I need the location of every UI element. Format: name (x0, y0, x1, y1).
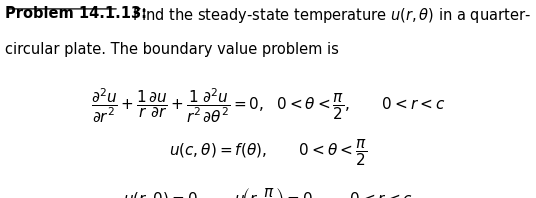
Text: $u(c, \theta) = f(\theta), \qquad 0 < \theta < \dfrac{\pi}{2}$: $u(c, \theta) = f(\theta), \qquad 0 < \t… (169, 139, 367, 168)
Text: circular plate. The boundary value problem is: circular plate. The boundary value probl… (5, 42, 339, 57)
Text: $\dfrac{\partial^2 u}{\partial r^2} + \dfrac{1}{r}\dfrac{\partial u}{\partial r}: $\dfrac{\partial^2 u}{\partial r^2} + \d… (91, 87, 445, 125)
Text: $u(r, 0) = 0, \qquad u\!\left(r,\dfrac{\pi}{2}\right) = 0,\qquad 0 < r < c$: $u(r, 0) = 0, \qquad u\!\left(r,\dfrac{\… (123, 186, 413, 198)
Text: Problem 14.1.13:: Problem 14.1.13: (5, 6, 147, 21)
Text: Find the steady-state temperature $u(r, \theta)$ in a quarter-: Find the steady-state temperature $u(r, … (119, 6, 531, 25)
